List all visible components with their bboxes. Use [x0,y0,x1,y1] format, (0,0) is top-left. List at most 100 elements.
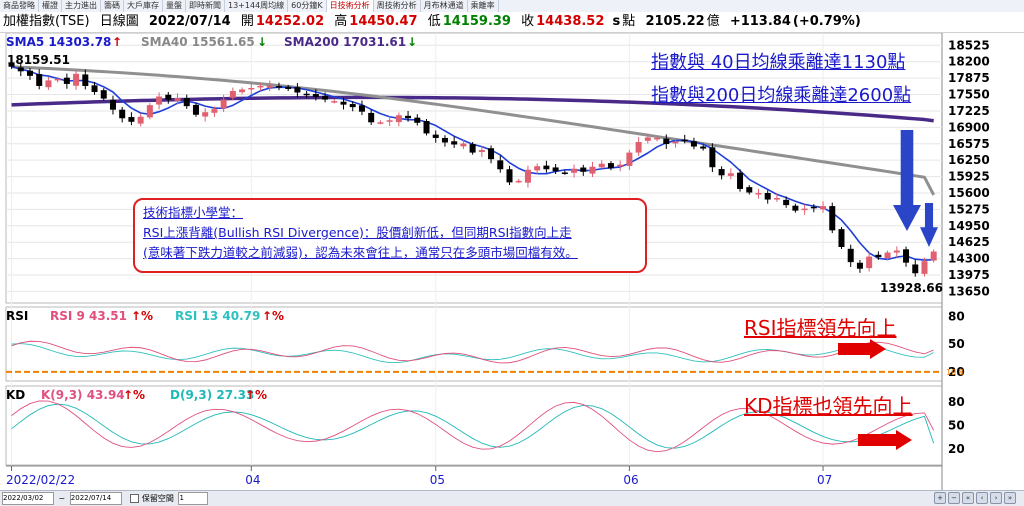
candle-body [773,198,780,200]
candle-body [681,139,688,142]
tab-11[interactable]: 月布林通道 [421,0,468,12]
x-tick-label: 06 [623,473,638,487]
candle-body [119,109,126,119]
tab-12[interactable]: 乘離率 [468,0,499,12]
candle-body [414,117,421,123]
close-value: 14438.52 [536,14,605,29]
low-label: 低 [427,14,441,29]
start-date-field[interactable]: 2022/03/02 [2,492,54,505]
candle-body [386,120,393,122]
keep-space-checkbox[interactable] [130,494,140,503]
period-label[interactable]: 日線圖 [99,14,139,29]
chart-area[interactable]: 18525 18200 17875 17550 17225 16900 16575 16250… [0,33,1024,490]
rsi9-line [11,340,934,364]
tab-6[interactable]: 即時新聞 [186,0,225,12]
change-pct: (+0.79%) [792,14,861,29]
candle-body [598,163,605,168]
candle-body [856,262,863,269]
sma200-legend: SMA200 17031.61 [284,35,406,49]
candle-body [340,101,347,105]
candle-body [571,168,578,173]
candle-body [45,80,52,88]
deviation-40-note: 指數與 40日均線乘離達1130點 [651,52,906,73]
price-tick-label: 15275 [948,202,990,216]
price-tick-label: 14625 [948,235,990,249]
candle-body [128,117,135,122]
range-separator: ~ [58,494,66,503]
candle-body [423,120,430,134]
candle-body [921,261,928,274]
candle-body [331,101,338,103]
price-tick-label: 18200 [948,55,990,69]
tab-10[interactable]: 周技術分析 [374,0,421,12]
candle-body [137,116,144,124]
scroll-first-icon[interactable]: « [962,492,974,504]
rsi-tick-label: 20 [948,365,965,379]
info-box-line2: (意味著下跌力道較之前減弱)，認為未來會往上，通常只在多頭市場回檔有效。 [143,245,578,260]
candlesticks [8,61,937,277]
kd-right-arrow-icon [858,430,912,450]
sma40-legend: SMA40 15561.65 [141,35,255,49]
candle-body [497,160,504,170]
axes: 18525 18200 17875 17550 17225 16900 16575 16250… [6,38,990,487]
scroll-left-icon[interactable]: ‹ [976,492,988,504]
candle-body [183,98,190,107]
price-tick-label: 17875 [948,71,990,85]
tab-0[interactable]: 商品發略 [0,0,39,12]
d-up-arrow-icon: ↑% [245,388,267,402]
zoom-in-icon[interactable]: + [934,492,946,504]
price-tick-label: 15600 [948,186,990,200]
candle-body [801,208,808,211]
candle-body [312,94,319,98]
candle-body [368,112,375,123]
tab-9[interactable]: 日技術分析 [326,0,374,12]
candle-body [26,70,33,76]
kd-k-line [11,400,935,453]
scroll-last-icon[interactable]: » [1004,492,1016,504]
candle-body [626,152,633,166]
candle-body [488,148,495,160]
candle-body [377,122,384,124]
price-tick-label: 18525 [948,38,990,52]
info-box: 技術指標小學堂： RSI上漲背離(Bullish RSI Divergence)… [133,198,647,273]
x-tick-label: 04 [245,473,260,487]
candle-body [580,167,587,172]
zoom-out-icon[interactable]: − [948,492,960,504]
d-legend: D(9,3) 27.33 [170,388,254,402]
sma200-line [11,95,934,123]
tab-4[interactable]: 大戶庫存 [124,0,163,12]
candle-body [690,141,697,147]
tab-5[interactable]: 量盤 [163,0,186,12]
candle-body [220,99,227,109]
candle-body [146,105,153,118]
candle-body [903,249,910,263]
amount-value: 2105.22 [645,14,705,29]
candle-body [746,187,753,193]
candle-body [783,199,790,206]
tab-2[interactable]: 主力進出 [62,0,101,12]
candle-body [764,192,771,200]
tab-8[interactable]: 60分鐘K [288,0,327,12]
candle-body [91,85,98,93]
amount-unit: 億 [706,14,720,29]
keep-space-label: 保留空間 [141,494,174,503]
s-marker: s [612,14,621,29]
open-label: 開 [240,14,254,29]
keep-space-value[interactable]: 1 [178,492,209,505]
high-label: 高 [334,14,348,29]
change-value: +113.84 [729,14,791,29]
candle-body [866,256,873,269]
k-legend: K(9,3) 43.94 [41,388,125,402]
info-box-title: 技術指標小學堂： [143,205,244,220]
candle-body [36,74,43,86]
scroll-right-icon[interactable]: › [990,492,1002,504]
tab-1[interactable]: 權證 [39,0,62,12]
candle-body [829,206,836,231]
tab-3[interactable]: 籌碼 [101,0,124,12]
candle-body [285,86,292,89]
tab-7[interactable]: 13+144周均線 [225,0,289,12]
end-date-field[interactable]: 2022/07/14 [69,492,122,505]
price-tick-label: 14950 [948,219,990,233]
small-down-arrow-icon [920,203,938,247]
candle-body [266,85,273,88]
